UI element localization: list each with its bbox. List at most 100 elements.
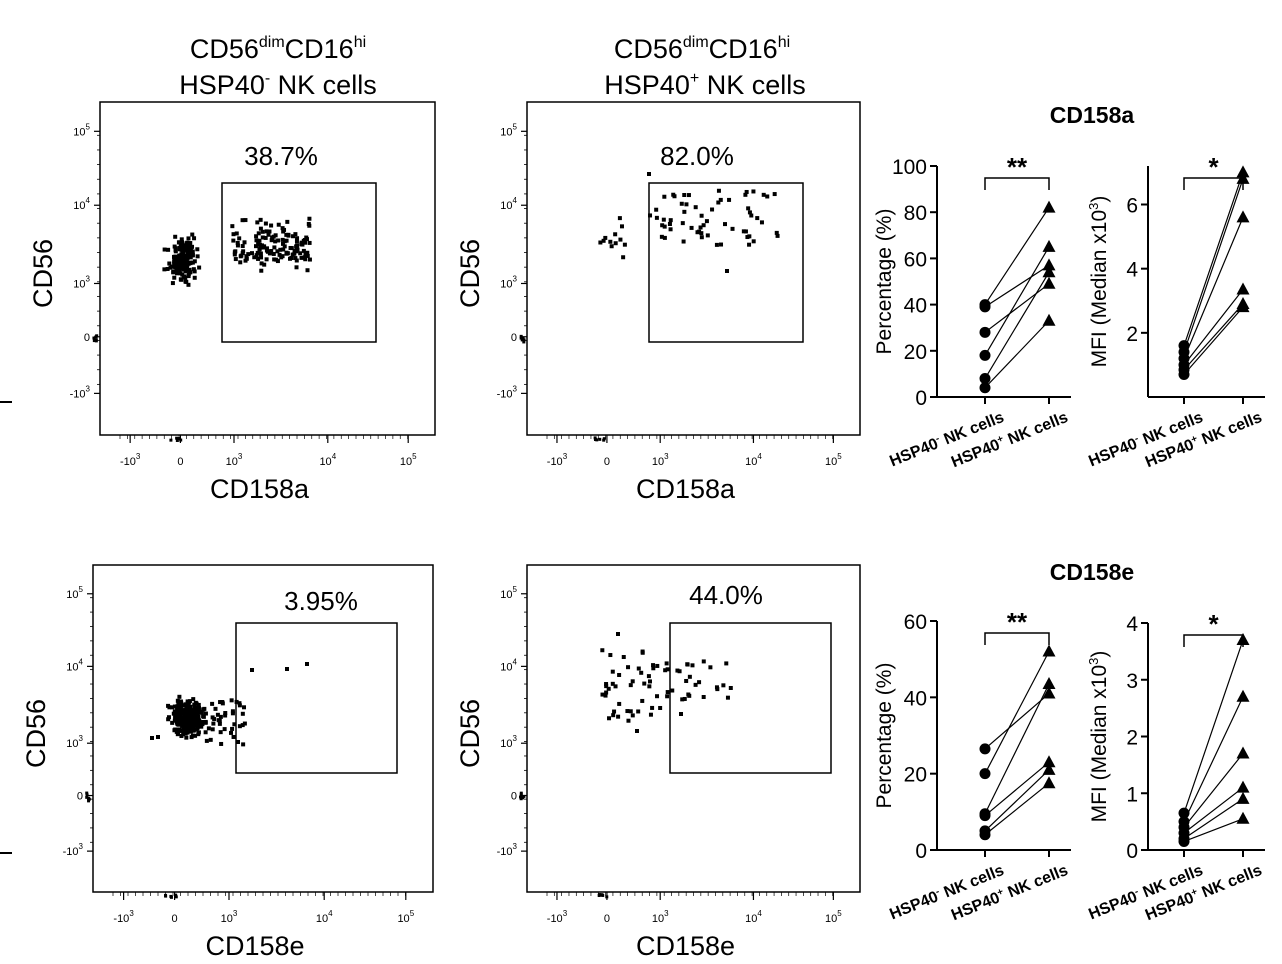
event-dot [610, 669, 615, 674]
event-dot [725, 269, 729, 273]
event-dot [181, 717, 186, 722]
y-tick-label: 100 [892, 156, 927, 179]
flow-plot-0-0: 38.7% CD158a CD56 105 104 103 0 -103 -103 0 103 104… [28, 101, 436, 504]
axis-event [519, 797, 523, 801]
event-dot [237, 236, 242, 241]
event-dot [170, 720, 175, 725]
pre-point [979, 829, 991, 841]
event-dot [237, 724, 242, 729]
axis-event [92, 336, 96, 340]
event-dot [686, 692, 691, 697]
event-dot [716, 188, 721, 193]
event-dot [628, 683, 633, 688]
event-dot [211, 721, 216, 726]
event-dot [177, 694, 182, 699]
pre-point [979, 743, 991, 755]
event-dot [187, 699, 192, 704]
event-dot [167, 261, 172, 266]
event-dot [193, 719, 198, 724]
event-dot [190, 249, 195, 254]
event-dot [690, 663, 695, 668]
event-dot [670, 688, 675, 693]
axis-event [95, 334, 99, 338]
event-dot [210, 701, 215, 706]
event-dot [693, 682, 698, 687]
event-dot [280, 226, 285, 231]
event-dot [658, 705, 663, 710]
x-tick-label: 104 [319, 452, 336, 468]
event-dot [661, 217, 666, 222]
event-dot [179, 240, 184, 245]
post-point [1042, 676, 1056, 689]
flow-y-axis-label: CD56 [455, 239, 485, 308]
event-dot [305, 662, 309, 666]
event-dot [190, 713, 195, 718]
event-dot [234, 231, 239, 236]
pair-line [1183, 696, 1244, 822]
event-dot [281, 229, 286, 234]
y-tick-label: 0 [77, 791, 83, 803]
event-dot [276, 238, 281, 243]
event-dot [765, 194, 770, 199]
event-dot [181, 267, 186, 272]
event-dot [304, 237, 309, 242]
event-dot [307, 240, 312, 245]
event-dot [260, 229, 265, 234]
pre-point [979, 301, 991, 313]
pair-line [984, 207, 1050, 305]
y-tick-label: -103 [497, 842, 518, 858]
event-dot [617, 216, 622, 221]
axis-event [593, 436, 597, 440]
event-dot [294, 239, 299, 244]
flow-plot-frame [92, 564, 434, 893]
event-dot [718, 197, 723, 202]
event-dot [174, 712, 179, 717]
event-dot [699, 213, 704, 218]
event-dot [186, 282, 191, 287]
event-dot [229, 730, 234, 735]
event-dot [240, 723, 245, 728]
event-dot [176, 263, 181, 268]
event-dot [185, 263, 190, 268]
flow-plot-1-1: 44.0% CD158e CD56 105 104 103 0 -103 -103 0 103 104… [455, 564, 861, 961]
axis-event [87, 799, 91, 803]
event-dot [647, 684, 652, 689]
event-dot [741, 229, 746, 234]
event-dot [190, 733, 195, 738]
event-dot [173, 249, 178, 254]
post-point [1236, 171, 1250, 184]
y-tick-label: 2 [1126, 323, 1138, 346]
event-dot [190, 232, 195, 237]
event-dot [203, 711, 208, 716]
event-dot [232, 252, 237, 257]
event-dot [719, 242, 724, 247]
event-dot [195, 247, 200, 252]
event-dot [626, 665, 631, 670]
event-dot [305, 268, 310, 273]
event-dot [188, 270, 193, 275]
event-dot [191, 711, 196, 716]
event-dot [210, 715, 215, 720]
event-dot [301, 248, 306, 253]
event-dot [305, 253, 310, 258]
event-dot [184, 735, 189, 740]
event-dot [187, 260, 192, 265]
y-tick-label: 60 [904, 248, 927, 271]
event-dot [662, 194, 667, 199]
event-dot [176, 257, 181, 262]
event-dot [179, 700, 184, 705]
event-dot [747, 242, 752, 247]
event-dot [181, 251, 186, 256]
event-dot [697, 680, 702, 685]
axis-event [177, 437, 181, 441]
event-dot [677, 669, 682, 674]
event-dot [196, 702, 201, 707]
event-dot [759, 220, 764, 225]
event-dot [704, 219, 709, 224]
pair-line [1183, 787, 1244, 834]
event-dot [630, 679, 635, 684]
axis-event [520, 338, 524, 342]
x-tick-label: 104 [745, 909, 762, 925]
event-dot [284, 232, 289, 237]
